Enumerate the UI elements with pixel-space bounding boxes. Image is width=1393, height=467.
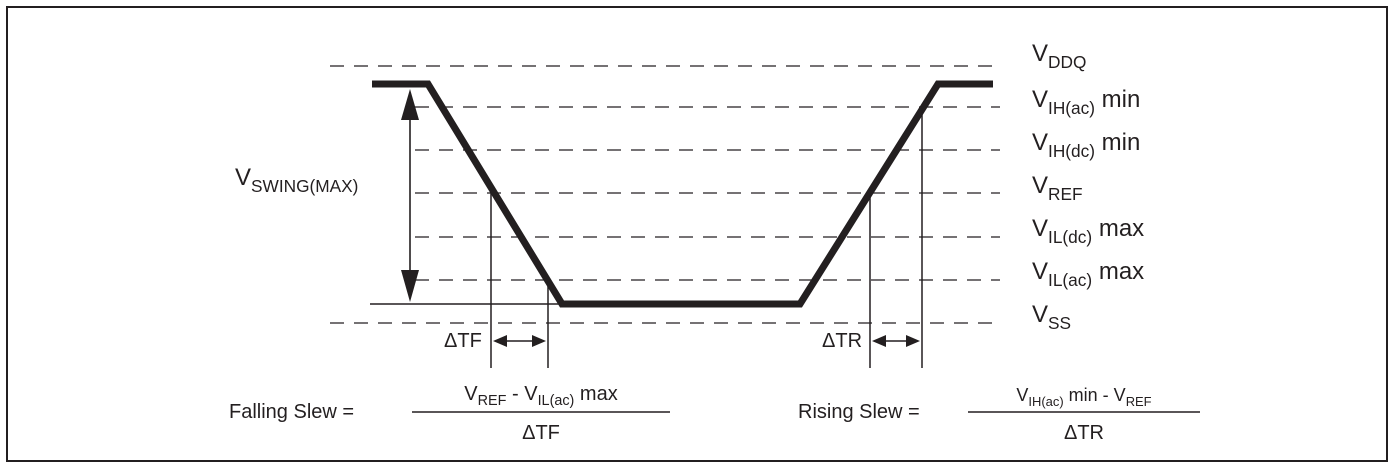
label-vih-ac-min: VIH(ac) min xyxy=(1032,86,1141,118)
label-vref: VREF xyxy=(1032,172,1083,204)
falling-slew-numerator: VREF - VIL(ac) max xyxy=(464,383,618,410)
label-vswing-max: VSWING(MAX) xyxy=(235,164,359,196)
label-delta-tf: ΔTF xyxy=(444,330,482,352)
delta-tr-arrow xyxy=(872,335,920,347)
rising-slew-numerator: VIH(ac) min - VREF xyxy=(1016,385,1152,409)
label-vih-dc-min: VIH(dc) min xyxy=(1032,129,1141,161)
rising-slew-label: Rising Slew = xyxy=(798,401,920,423)
rising-slew-denominator: ΔTR xyxy=(1063,422,1105,444)
swing-arrow xyxy=(401,89,419,302)
label-vil-dc-max: VIL(dc) max xyxy=(1032,215,1145,247)
falling-slew-denominator: ΔTF xyxy=(522,422,560,444)
label-vddq: VDDQ xyxy=(1032,40,1087,72)
delta-tf-arrow xyxy=(493,335,546,347)
falling-slew-label: Falling Slew = xyxy=(229,401,355,423)
label-vil-ac-max: VIL(ac) max xyxy=(1032,258,1145,290)
label-delta-tr: ΔTR xyxy=(822,330,863,352)
waveform xyxy=(372,80,993,308)
label-vss: VSS xyxy=(1032,301,1072,333)
diagram-frame xyxy=(6,6,1388,462)
